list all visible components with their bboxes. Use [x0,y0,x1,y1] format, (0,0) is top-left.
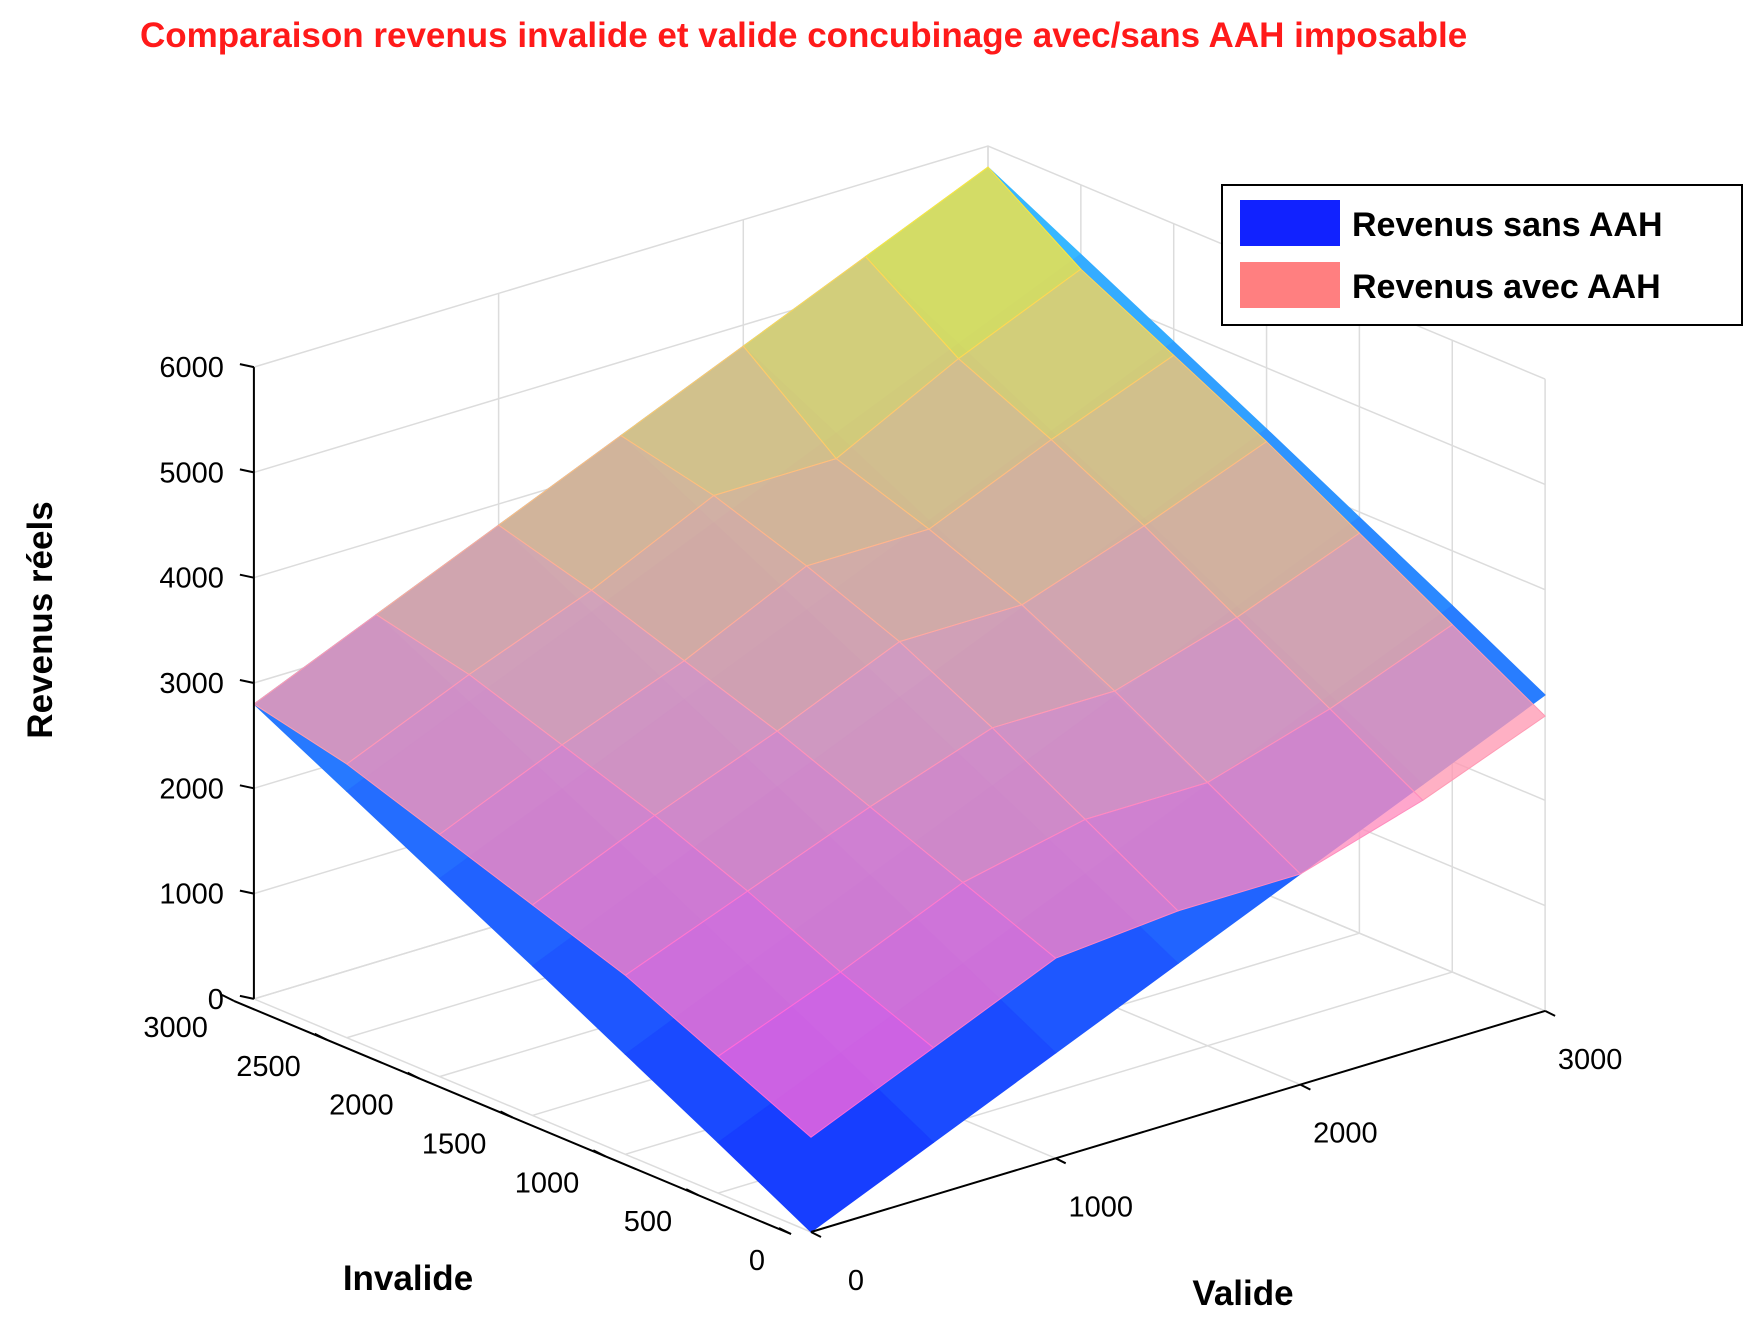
y-tick-label: 2000 [329,1090,394,1122]
legend-label-sans-aah: Revenus sans AAH [1352,206,1663,244]
z-tick-mark [239,784,255,790]
x-tick-mark [810,1231,822,1238]
y-tick-mark [221,994,235,1002]
z-tick-mark [239,573,255,579]
z-tick-label: 3000 [159,668,224,700]
legend-swatch-sans-aah [1240,200,1340,246]
legend-label-avec-aah: Revenus avec AAH [1352,268,1661,306]
z-tick-label: 5000 [159,457,224,489]
z-tick-mark [239,994,255,1000]
z-tick-mark [239,468,255,474]
z-tick-mark [239,889,255,895]
z-tick-label: 2000 [159,773,224,805]
z-tick-mark [239,363,255,369]
x-tick-mark [1299,1083,1311,1091]
y-tick-label: 3000 [143,1012,208,1044]
x-tick-label: 3000 [1558,1044,1623,1076]
z-tick-label: 4000 [159,563,224,595]
z-tick-label: 1000 [159,879,224,911]
z-axis-label: Revenus réels [21,501,60,738]
y-tick-label: 500 [624,1206,672,1238]
x-axis-label: Valide [1192,1274,1293,1313]
z-tick-mark [239,679,255,684]
axis-layer: 0100020003000050010001500200025003000010… [143,352,1622,1297]
legend: Revenus sans AAH Revenus avec AAH [1221,184,1743,326]
y-tick-label: 1500 [422,1128,487,1160]
y-tick-label: 1000 [515,1167,580,1199]
y-tick-mark [685,1188,699,1197]
y-tick-label: 2500 [236,1051,301,1083]
y-tick-label: 0 [749,1245,765,1277]
y-tick-mark [407,1071,421,1080]
y-tick-mark [592,1149,606,1158]
x-tick-label: 1000 [1068,1191,1133,1223]
y-tick-mark [314,1032,328,1041]
x-tick-label: 2000 [1313,1118,1378,1150]
z-tick-label: 6000 [159,352,224,384]
y-tick-mark [500,1110,513,1119]
chart-title: Comparaison revenus invalide et valide c… [140,16,1467,55]
x-axis-line [810,1009,1546,1233]
x-tick-mark [1544,1010,1556,1017]
x-tick-label: 0 [848,1265,864,1297]
legend-swatch-avec-aah [1240,262,1340,308]
surface-revenus-avec-aah [253,166,1546,1138]
surface-patch [717,971,935,1138]
y-tick-mark [778,1227,792,1235]
z-tick-label: 0 [208,984,224,1016]
y-axis-label: Invalide [343,1259,473,1298]
x-tick-mark [1055,1157,1067,1165]
